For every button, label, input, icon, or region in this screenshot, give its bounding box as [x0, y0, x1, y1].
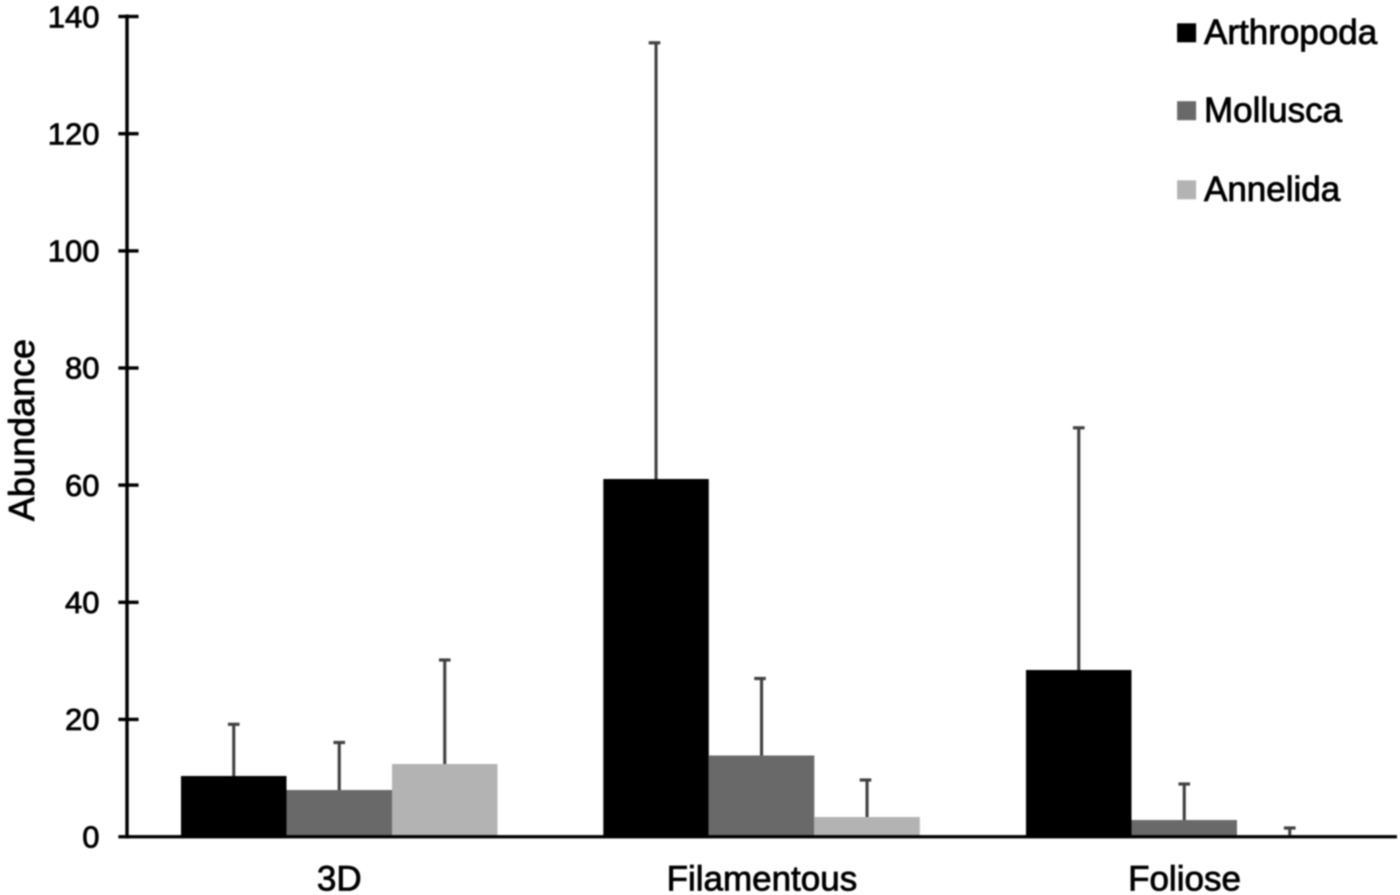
svg-text:20: 20 — [65, 702, 99, 737]
svg-text:3D: 3D — [317, 860, 362, 895]
svg-text:Annelida: Annelida — [1204, 170, 1341, 209]
svg-text:Filamentous: Filamentous — [667, 860, 858, 895]
svg-text:Foliose: Foliose — [1128, 860, 1241, 895]
svg-text:100: 100 — [48, 234, 100, 269]
svg-text:Abundance: Abundance — [1, 339, 42, 521]
svg-text:Arthropoda: Arthropoda — [1204, 13, 1378, 52]
svg-text:80: 80 — [65, 351, 99, 386]
svg-text:120: 120 — [48, 116, 100, 151]
svg-text:140: 140 — [48, 0, 100, 34]
svg-text:40: 40 — [65, 585, 99, 620]
svg-text:0: 0 — [82, 819, 99, 854]
svg-text:Mollusca: Mollusca — [1204, 91, 1343, 130]
svg-text:60: 60 — [65, 468, 99, 503]
